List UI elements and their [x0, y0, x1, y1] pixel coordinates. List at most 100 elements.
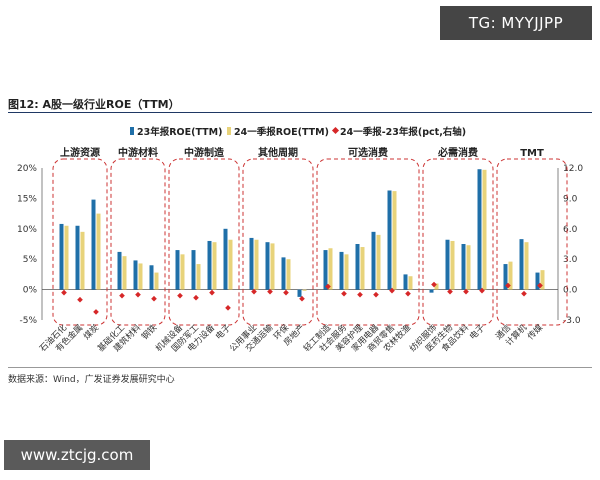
- bar-24q1-环保: [286, 259, 291, 290]
- right-tick-label: -3.0: [563, 316, 581, 326]
- bar-23-轻工制造: [323, 250, 328, 290]
- left-tick-label: 10%: [17, 225, 37, 235]
- group-box-0: [52, 158, 108, 326]
- bar-23-国防军工: [191, 250, 196, 290]
- right-tick-label: 3.0: [563, 255, 578, 265]
- bar-24q1-农林牧渔: [408, 276, 413, 290]
- bar-23-计算机: [519, 239, 524, 290]
- diamond-基础化工: [119, 292, 125, 299]
- bar-24q1-家用电器: [376, 234, 381, 290]
- bar-23-基础化工: [117, 251, 122, 290]
- legend-swatch-1: [227, 127, 231, 135]
- bar-23-机械设备: [175, 250, 180, 290]
- diamond-煤炭: [93, 309, 99, 315]
- bar-24q1-石油石化: [64, 225, 69, 290]
- bar-23-社会服务: [339, 251, 344, 290]
- bar-24q1-房地产: [302, 289, 307, 291]
- legend-label-2: 24一季报-23年报(pct,右轴): [340, 126, 466, 138]
- bar-24q1-建筑材料: [138, 263, 143, 290]
- diamond-纺织服饰: [431, 281, 437, 288]
- bar-23-食品饮料: [461, 244, 466, 290]
- group-box-6: [496, 158, 568, 326]
- bar-23-医药生物: [445, 239, 450, 290]
- legend-swatch-0: [130, 127, 134, 135]
- group-box-2: [168, 158, 240, 326]
- bar-24q1-商贸零售: [392, 191, 397, 290]
- diamond-电力设备: [209, 289, 215, 296]
- bar-24q1-电子: [228, 239, 233, 290]
- bar-24q1-国防军工: [196, 264, 201, 290]
- diamond-美容护理: [357, 291, 363, 298]
- bar-24q1-计算机: [524, 242, 529, 290]
- legend-label-0: 23年报ROE(TTM): [137, 126, 222, 138]
- group-box-5: [422, 158, 494, 326]
- bar-23-公用事业: [249, 237, 254, 290]
- bar-24q1-轻工制造: [328, 248, 333, 290]
- group-label-4: 可选消费: [348, 146, 388, 159]
- source-note: 数据来源：Wind，广发证券发展研究中心: [8, 375, 175, 385]
- bar-24q1-电力设备: [212, 242, 217, 290]
- bar-24q1-通信: [508, 261, 513, 290]
- bar-24q1-公用事业: [254, 239, 259, 290]
- group-label-5: 必需消费: [437, 146, 478, 159]
- diamond-商贸零售: [389, 287, 395, 294]
- bar-24q1-有色金属: [80, 231, 85, 290]
- bar-23-电子: [477, 169, 482, 290]
- diamond-医药生物: [447, 288, 453, 295]
- bar-24q1-基础化工: [122, 256, 127, 290]
- left-tick-label: 0%: [23, 286, 38, 296]
- diamond-电子: [479, 287, 485, 294]
- diamond-家用电器: [373, 291, 379, 298]
- bar-24q1-交通运输: [270, 243, 275, 290]
- diamond-通信: [505, 282, 511, 289]
- bar-23-通信: [503, 264, 508, 290]
- group-box-3: [242, 158, 314, 326]
- watermark-bottom: www.ztcjg.com: [4, 440, 150, 470]
- bar-23-钢铁: [149, 265, 154, 290]
- bar-24q1-煤炭: [96, 213, 101, 290]
- diamond-食品饮料: [463, 288, 469, 295]
- diamond-建筑材料: [135, 291, 141, 298]
- bar-23-房地产: [297, 289, 302, 297]
- bar-24q1-社会服务: [344, 254, 349, 290]
- category-label-5: 钢铁: [139, 322, 159, 342]
- diamond-有色金属: [77, 296, 83, 303]
- left-tick-label: 15%: [17, 194, 37, 204]
- bar-24q1-美容护理: [360, 247, 365, 290]
- bar-23-纺织服饰: [429, 289, 434, 293]
- figure-title: 图12: A股一级行业ROE（TTM）: [8, 98, 180, 111]
- bar-23-石油石化: [59, 223, 64, 290]
- bar-23-交通运输: [265, 242, 270, 290]
- right-tick-label: 12.0: [563, 164, 583, 174]
- bar-23-农林牧渔: [403, 274, 408, 290]
- bar-23-煤炭: [91, 199, 96, 290]
- diamond-计算机: [521, 290, 527, 297]
- diamond-钢铁: [151, 295, 157, 302]
- diamond-交通运输: [267, 288, 273, 295]
- right-tick-label: 9.0: [563, 194, 578, 204]
- bar-23-美容护理: [355, 244, 360, 290]
- diamond-社会服务: [341, 290, 347, 297]
- bar-23-传媒: [535, 272, 540, 290]
- diamond-公用事业: [251, 288, 257, 295]
- group-label-6: TMT: [520, 148, 544, 159]
- diamond-电子: [225, 305, 231, 311]
- legend-swatch-2: [331, 126, 340, 135]
- bar-24q1-传媒: [540, 270, 545, 290]
- diamond-机械设备: [177, 292, 183, 299]
- diamond-轻工制造: [325, 283, 331, 290]
- bar-23-有色金属: [75, 225, 80, 290]
- bar-23-商贸零售: [387, 190, 392, 290]
- right-tick-label: 0.0: [563, 286, 578, 296]
- bar-24q1-钢铁: [154, 272, 159, 290]
- diamond-石油石化: [61, 289, 67, 296]
- diamond-环保: [283, 289, 289, 296]
- left-tick-label: 5%: [23, 255, 38, 265]
- legend-label-1: 24一季报ROE(TTM): [234, 126, 329, 138]
- bar-23-环保: [281, 257, 286, 290]
- bar-23-家用电器: [371, 231, 376, 290]
- bar-23-电子: [223, 228, 228, 290]
- diamond-房地产: [299, 295, 305, 302]
- bar-24q1-机械设备: [180, 254, 185, 290]
